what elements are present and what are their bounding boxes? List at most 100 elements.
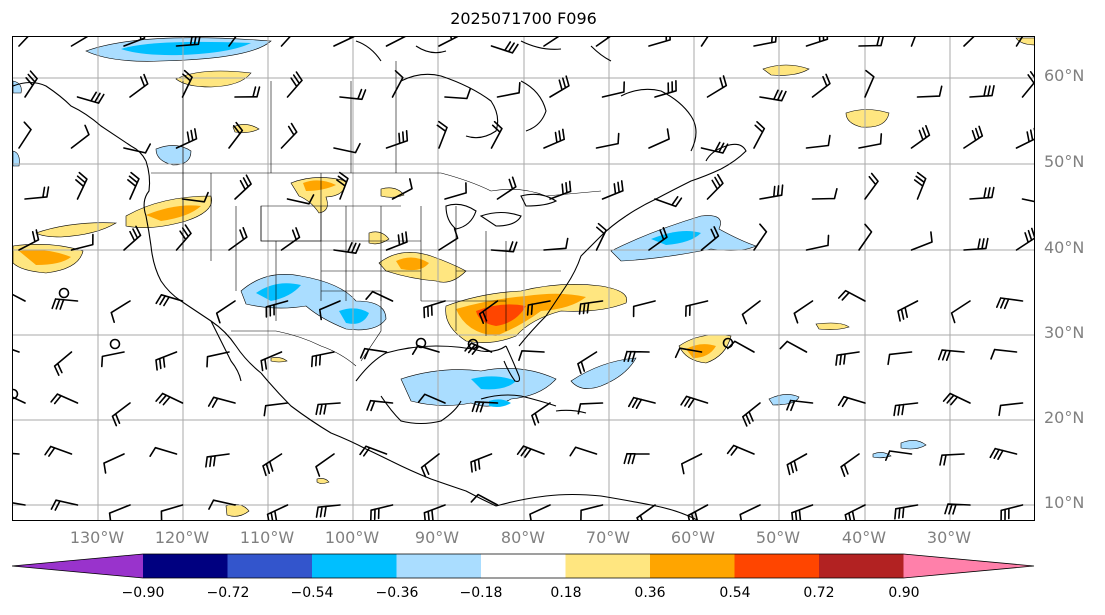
wind-barb — [420, 453, 440, 478]
wind-barb — [835, 351, 860, 366]
wind-barb — [315, 402, 341, 416]
wind-barb — [444, 88, 471, 100]
colorbar-bin — [396, 554, 482, 578]
coast-great-lakes — [445, 193, 558, 230]
wind-barb — [18, 37, 29, 47]
wind-barb — [739, 504, 761, 520]
wind-barb — [944, 503, 971, 515]
wind-barb — [51, 298, 79, 310]
wind-barb — [490, 41, 519, 54]
wind-barb — [385, 231, 408, 251]
wind-barb — [391, 70, 404, 98]
wind-barb — [595, 132, 620, 149]
wind-barb — [234, 86, 261, 98]
colorbar-tick: −0.36 — [375, 585, 419, 601]
border-canada-provinces — [182, 61, 397, 173]
wind-barb — [543, 37, 560, 47]
border-us-mexico — [231, 330, 357, 367]
wind-barb — [811, 73, 831, 98]
colorbar-tick: 0.54 — [719, 585, 751, 601]
wind-barb — [262, 453, 283, 477]
wind-barb — [706, 75, 728, 98]
wind-barb — [1021, 71, 1034, 98]
wind-barb — [786, 399, 814, 412]
wind-barb — [175, 37, 201, 47]
wind-barb — [543, 128, 565, 149]
wind-barb — [207, 396, 236, 408]
wind-barb — [793, 300, 814, 324]
wind-barb — [858, 223, 873, 251]
wind-barb — [580, 504, 604, 520]
wind-barb — [366, 399, 394, 412]
wind-barb — [333, 242, 361, 254]
lat-label-20n: 20°N — [1044, 408, 1085, 427]
wind-barb — [753, 37, 777, 47]
wind-barb — [319, 300, 341, 321]
wind-barb — [998, 402, 1024, 417]
wind-barb — [234, 174, 252, 200]
coast-us-west — [150, 245, 262, 374]
wind-barb — [111, 402, 131, 427]
map-title: 2025071700 F096 — [450, 9, 597, 28]
wind-barb — [75, 171, 88, 200]
coast-yucatan — [380, 395, 462, 425]
wind-barb — [76, 91, 105, 104]
wind-barb — [623, 350, 650, 363]
calm-circle — [58, 287, 70, 299]
coast-mexico-west — [260, 372, 392, 462]
wind-barb — [228, 227, 248, 251]
colorbar-bin — [481, 554, 566, 578]
wind-barb — [470, 453, 493, 473]
wind-barb — [18, 121, 32, 149]
wind-barb — [311, 351, 335, 368]
wind-barb — [123, 225, 142, 251]
wind-barb — [444, 182, 467, 200]
border-states-east — [420, 206, 561, 336]
coast-central-america — [390, 460, 497, 507]
coast-arctic-islands — [355, 40, 612, 62]
lon-label-60w: 60°W — [670, 528, 716, 547]
wind-barb — [13, 349, 20, 353]
wind-barb — [578, 300, 604, 315]
wind-barb — [18, 229, 40, 251]
gridlines — [13, 37, 1034, 520]
neg-region-edge — [13, 80, 22, 167]
wind-barb — [916, 85, 943, 98]
wind-barb — [805, 234, 830, 251]
colorbar-bin — [650, 554, 735, 578]
wind-barb — [759, 184, 784, 200]
colorbar-bin — [565, 554, 651, 578]
lon-label-110w: 110°W — [239, 528, 295, 547]
wind-barb — [228, 121, 244, 149]
wind-barb — [753, 121, 766, 149]
pos-region-southeast-core — [476, 304, 526, 326]
lat-label-40n: 40°N — [1044, 238, 1085, 257]
calm-circle — [415, 337, 427, 349]
wind-barb — [333, 37, 355, 47]
wind-barb — [370, 504, 394, 520]
wind-barb — [286, 71, 303, 98]
wind-barb — [149, 446, 178, 457]
wind-barb — [950, 300, 971, 324]
lon-label-40w: 40°W — [841, 528, 887, 547]
wind-barb — [543, 237, 569, 251]
colorbar-tick: 0.18 — [550, 585, 582, 601]
border-states-west — [182, 173, 321, 321]
wind-barb — [110, 300, 131, 323]
lon-label-50w: 50°W — [755, 528, 801, 547]
coast-baja — [210, 320, 242, 382]
wind-barb — [885, 450, 913, 461]
coast-east — [518, 215, 627, 347]
pos-region-dakotas-core — [303, 180, 336, 191]
wind-barb — [385, 130, 409, 149]
coast-alaska — [13, 81, 147, 162]
wind-barb — [887, 351, 913, 366]
coast-maritimes — [625, 168, 722, 217]
wind-barb — [315, 453, 335, 477]
neg-region-gulf — [400, 368, 557, 407]
wind-barb — [779, 340, 808, 353]
pos-region-west-edge-core — [19, 249, 71, 265]
wind-barb — [569, 446, 598, 457]
wind-barb — [155, 392, 184, 406]
wind-barb — [44, 445, 73, 457]
